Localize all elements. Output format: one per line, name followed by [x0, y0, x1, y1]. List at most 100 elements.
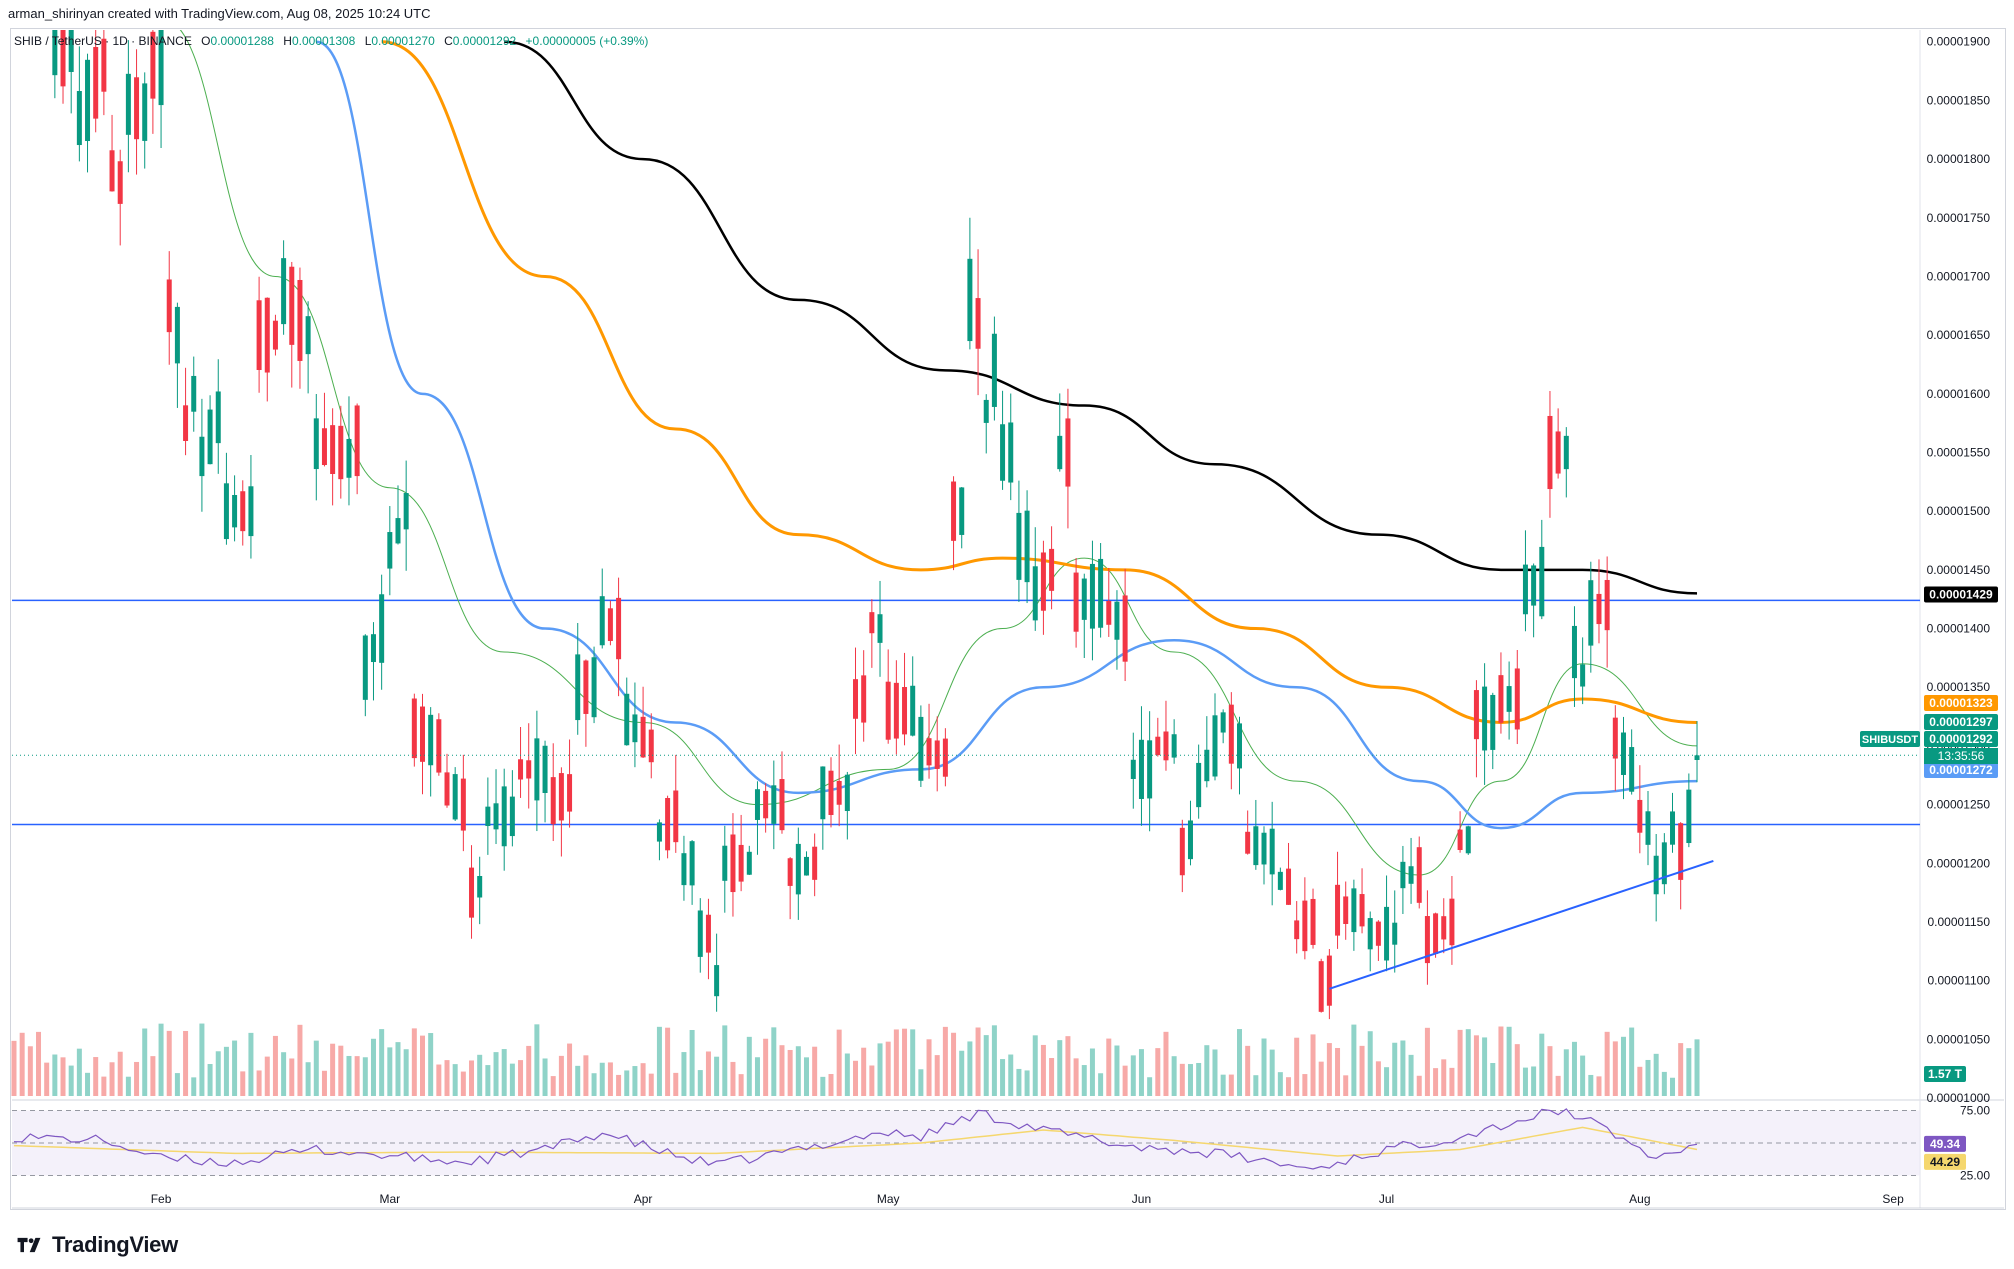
candle-body [689, 841, 695, 886]
volume-bar [542, 1058, 548, 1096]
volume-bar [959, 1050, 965, 1096]
symbol-tag-box [1860, 731, 1920, 747]
price-tag-label: 0.00001292 [1929, 732, 1993, 746]
y-tick-label: 0.00001600 [1927, 387, 1991, 401]
candle-body [1343, 896, 1349, 924]
volume-bar [746, 1036, 752, 1096]
volume-bar [1408, 1054, 1414, 1096]
candle-body [420, 706, 425, 762]
candle-body [836, 780, 842, 805]
y-tick-label: 0.00001200 [1927, 856, 1991, 870]
candle-body [828, 770, 834, 816]
volume-bar [665, 1027, 671, 1096]
x-tick-label: Sep [1882, 1192, 1904, 1206]
candle-body [289, 266, 295, 345]
x-tick-label: Feb [151, 1192, 172, 1206]
volume-bar [1359, 1045, 1365, 1096]
candle-body [1645, 811, 1651, 845]
legend-close: 0.00001292 [452, 34, 517, 48]
volume-bar [346, 1055, 352, 1096]
legend-open-label: O [201, 34, 211, 48]
candle-body [1433, 913, 1439, 955]
volume-bar [76, 1048, 82, 1096]
candle-body [232, 494, 238, 528]
volume-bar [705, 1051, 711, 1096]
volume-bar [1286, 1077, 1292, 1096]
legend-open: 0.00001288 [210, 34, 274, 48]
candle-body [460, 778, 466, 831]
candle-body [1310, 898, 1316, 945]
candle-body [1032, 566, 1038, 621]
volume-bar [1596, 1076, 1602, 1096]
volume-bar [1187, 1064, 1193, 1096]
volume-bar [1065, 1036, 1071, 1096]
volume-bar [338, 1045, 344, 1096]
candle-body [1375, 921, 1381, 946]
volume-bar [1375, 1061, 1381, 1096]
volume-bar [1653, 1053, 1659, 1096]
volume-bar [1522, 1067, 1528, 1096]
candle-body [1637, 799, 1643, 833]
volume-bar [640, 1063, 646, 1096]
volume-bar [1277, 1072, 1283, 1096]
candle-body [697, 910, 703, 957]
volume-bar [101, 1076, 107, 1096]
candle-body [1490, 694, 1496, 750]
candle-body [861, 675, 867, 723]
candle-body [452, 774, 458, 820]
volume-bar [1612, 1041, 1618, 1096]
candle-body [1040, 552, 1046, 611]
candle-body [1008, 422, 1014, 483]
candle-body [1384, 906, 1390, 961]
candle-body [599, 596, 605, 646]
volume-bar [1016, 1068, 1022, 1096]
volume-bar [1351, 1024, 1357, 1096]
volume-bar [1490, 1063, 1496, 1096]
candle-body [223, 483, 229, 540]
candle-body [1539, 546, 1545, 617]
candle-body [1179, 827, 1185, 876]
volume-bar [117, 1051, 123, 1096]
volume-bar [844, 1053, 850, 1096]
volume-bar [1310, 1034, 1316, 1096]
volume-bar [1670, 1077, 1676, 1096]
candle-body [730, 834, 736, 893]
volume-bar [1049, 1058, 1055, 1096]
chart-caption: arman_shirinyan created with TradingView… [0, 0, 2014, 28]
candle-body [411, 698, 417, 759]
volume-bar [1245, 1045, 1251, 1096]
candle-body [134, 77, 140, 140]
volume-bar [395, 1042, 401, 1096]
y-tick-label: 0.00001150 [1927, 915, 1990, 929]
candle-body [297, 279, 303, 361]
volume-bar [1433, 1068, 1439, 1096]
candle-body [281, 258, 287, 325]
volume-bar [1335, 1047, 1341, 1096]
volume-bar [1106, 1038, 1112, 1096]
volume-bar [36, 1031, 42, 1096]
volume-bar [1196, 1062, 1202, 1096]
y-tick-label: 0.00001900 [1927, 35, 1991, 49]
volume-bar [951, 1032, 957, 1096]
candle-body [877, 614, 883, 643]
volume-bar [910, 1029, 916, 1096]
candle-body [1187, 820, 1193, 860]
candle-body [436, 719, 442, 773]
candle-body [1163, 731, 1169, 761]
candle-body [575, 654, 581, 721]
volume-bar [52, 1054, 58, 1096]
candle-body [616, 597, 622, 660]
volume-bar [1367, 1031, 1373, 1096]
candle-body [518, 759, 524, 780]
volume-bar [1261, 1038, 1267, 1096]
volume-bar [281, 1052, 287, 1096]
legend-high-label: H [283, 34, 292, 48]
candle-body [1253, 826, 1259, 866]
candle-body [1269, 828, 1275, 875]
volume-bar [452, 1064, 458, 1096]
candle-body [305, 316, 311, 355]
volume-bar [730, 1061, 736, 1096]
volume-bar [1114, 1045, 1120, 1096]
volume-bar [991, 1025, 997, 1096]
